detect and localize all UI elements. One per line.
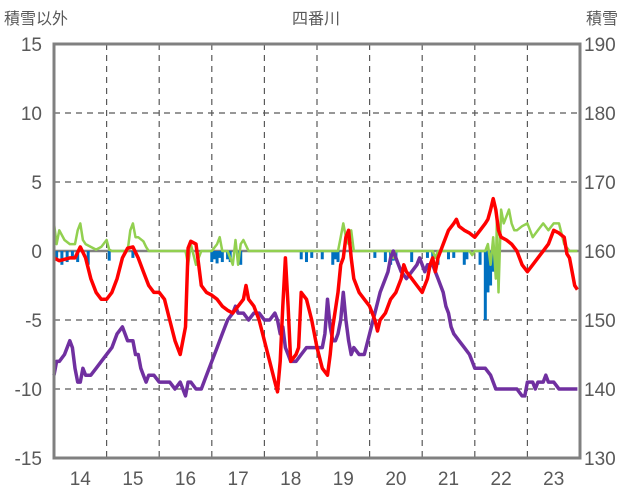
bar [215,251,219,264]
bar [86,251,90,265]
bar [373,251,377,258]
bar [331,251,335,265]
bar [425,251,429,258]
bar [304,251,308,263]
tick-labels: 15 190 10 180 5 170 0 160 -5 150 -10 140 -15 130 14 15 1… [15,35,616,490]
bar [447,251,450,260]
bar [239,251,243,265]
x-tick-label: 16 [175,469,196,490]
bar [60,251,64,265]
chart-title: 四番川 [292,9,340,28]
right-tick-label: 130 [584,449,616,470]
bar [410,251,414,263]
bar [320,251,324,260]
bar [212,251,216,260]
bar [131,251,135,258]
right-tick-label: 170 [584,173,616,194]
bar [478,251,482,265]
bar [299,251,303,260]
left-tick-label: -15 [15,449,42,470]
bar [218,251,222,258]
bar [489,251,493,286]
bar [65,251,69,263]
line-series [52,196,579,398]
plot-frame [52,42,582,460]
bar [491,251,495,272]
right-tick-label: 140 [584,380,616,401]
x-tick-label: 20 [385,469,406,490]
left-tick-label: -5 [25,311,42,332]
bar [70,251,74,258]
bar [452,251,456,258]
x-tick-label: 22 [491,469,512,490]
x-tick-label: 18 [280,469,301,490]
x-tick-label: 15 [122,469,143,490]
x-tick-label: 23 [543,469,564,490]
bar [55,251,59,258]
bar [220,251,224,263]
x-tick-label: 14 [70,469,92,490]
left-tick-label: 5 [31,173,42,194]
right-tick-label: 150 [584,311,616,332]
bar [462,251,466,265]
bar [465,251,469,260]
x-tick-label: 21 [438,469,459,490]
left-tick-label: -10 [15,380,42,401]
bar [107,251,111,261]
bar [483,251,487,320]
left-axis-label: 積雪以外 [4,9,68,28]
left-tick-label: 10 [21,104,42,125]
bar [210,251,214,263]
right-tick-label: 160 [584,242,616,263]
bar [310,251,314,258]
red-series-line [53,196,579,394]
x-tick-label: 17 [228,469,249,490]
right-axis-label: 積雪 [586,9,618,28]
bar [76,251,80,263]
bar [226,251,230,260]
bar [486,251,490,293]
x-tick-label: 19 [333,469,354,490]
bar [336,251,340,263]
bar [383,251,387,263]
purple-series-line [52,249,578,398]
bar-series [52,251,495,320]
right-tick-label: 190 [584,35,616,56]
left-tick-label: 0 [31,242,42,263]
left-tick-label: 15 [21,35,42,56]
right-tick-label: 180 [584,104,616,125]
bar [333,251,337,260]
